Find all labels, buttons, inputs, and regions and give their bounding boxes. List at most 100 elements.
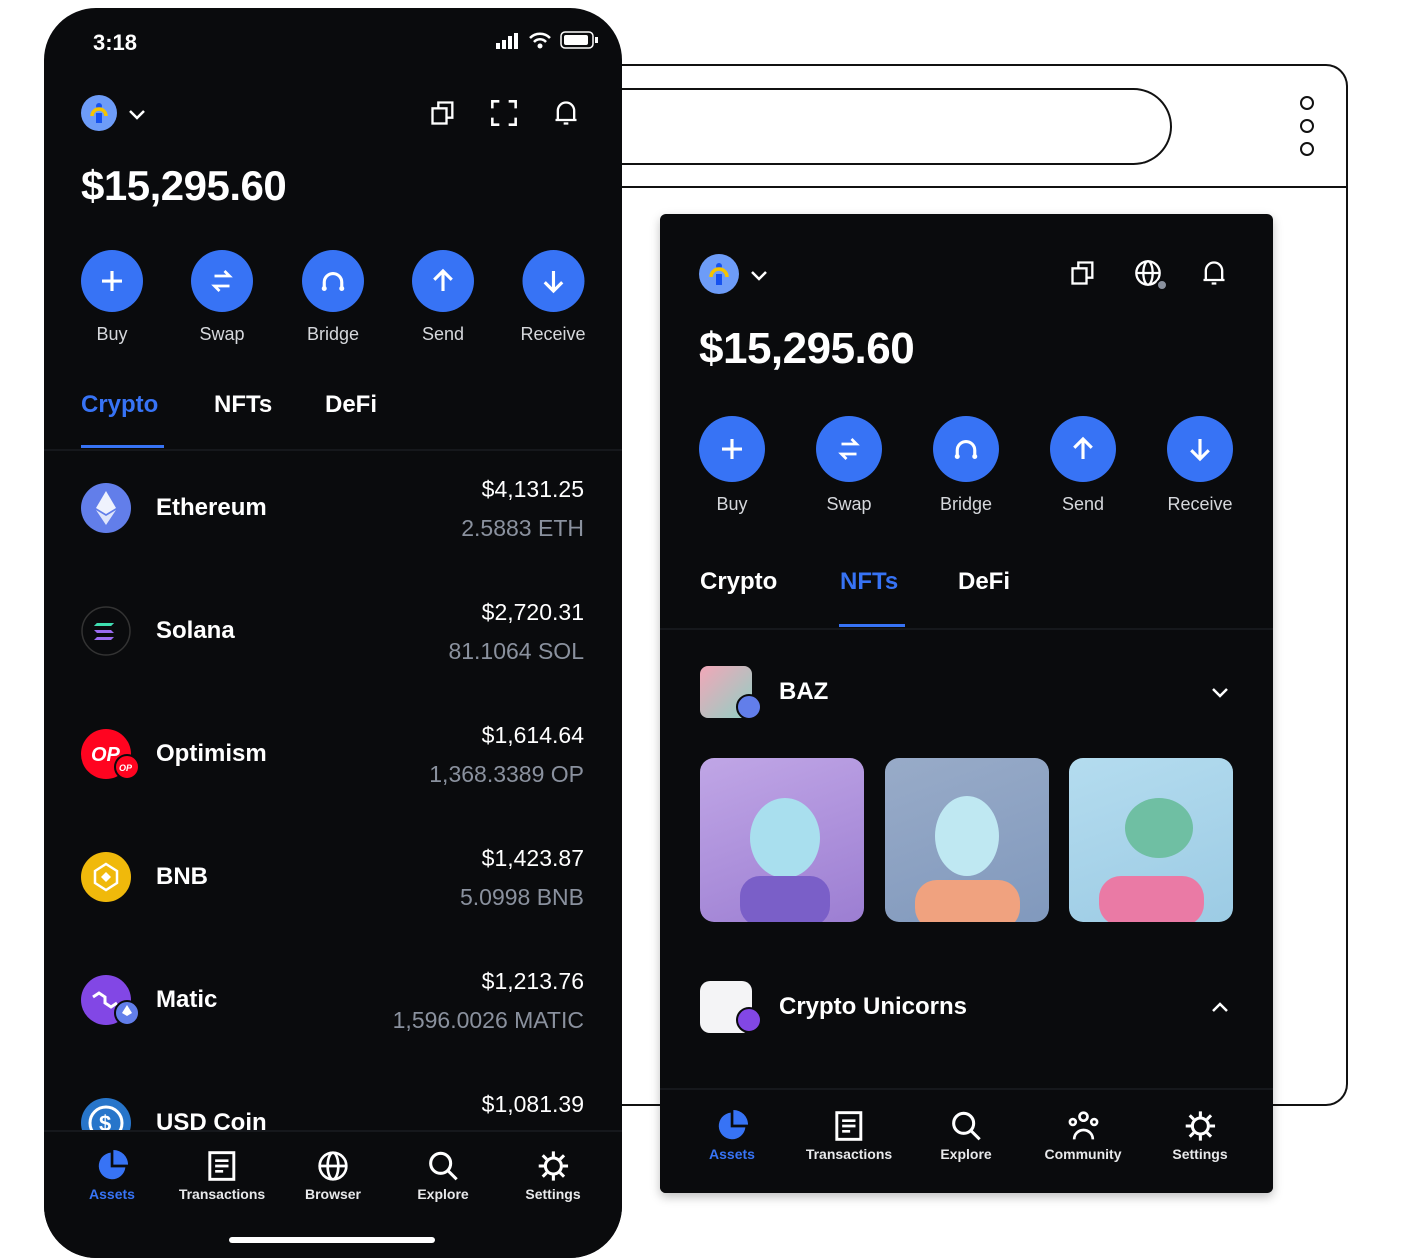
send-button[interactable]: Send [412, 250, 474, 345]
collection-name[interactable]: Crypto Unicorns [779, 993, 968, 1020]
globe-icon[interactable] [1134, 259, 1162, 287]
globe-icon [305, 1150, 361, 1182]
wifi-icon [528, 30, 552, 50]
arrow-up-icon [412, 250, 474, 312]
extension-wallet: $15,295.60 Buy Swap Bridge Send Receive Cryp… [660, 214, 1273, 1193]
asset-amount: 81.1064 SOL [448, 638, 584, 664]
tab-crypto[interactable]: Crypto [700, 568, 778, 595]
swap-button[interactable]: Swap [191, 250, 253, 345]
browser-label: Browser [304, 1186, 362, 1202]
avatar[interactable] [81, 95, 117, 131]
matic-icon [81, 975, 140, 1026]
svg-text:$: $ [99, 1111, 111, 1136]
settings-label: Settings [1172, 1146, 1228, 1162]
asset-row[interactable]: $ USD Coin $1,081.39 [44, 1073, 622, 1173]
browser-menu-icon[interactable] [1300, 96, 1314, 110]
chevron-down-icon[interactable] [127, 108, 147, 122]
browser-address-bar[interactable] [600, 88, 1172, 165]
nav-settings[interactable]: Settings [525, 1150, 581, 1202]
nft-tile[interactable] [700, 758, 864, 922]
buy-label: Buy [96, 324, 128, 344]
nav-explore[interactable]: Explore [417, 1150, 469, 1202]
asset-row[interactable]: Matic $1,213.76 1,596.0026 MATIC [44, 950, 622, 1050]
tab-crypto[interactable]: Crypto [81, 391, 159, 418]
asset-value-group: $1,423.87 5.0998 BNB [460, 845, 584, 911]
tab-defi[interactable]: DeFi [325, 391, 378, 418]
bell-icon[interactable] [552, 99, 580, 127]
bell-icon[interactable] [1200, 259, 1228, 287]
asset-value-group: $1,614.64 1,368.3389 OP [429, 722, 584, 788]
settings-label: Settings [525, 1186, 581, 1202]
bridge-icon [302, 250, 364, 312]
explore-label: Explore [940, 1146, 992, 1162]
swap-label: Swap [826, 494, 872, 514]
svg-text:OP: OP [119, 763, 133, 773]
swap-button[interactable]: Swap [816, 416, 882, 515]
chevron-up-icon[interactable] [1210, 1000, 1230, 1014]
search-icon [417, 1150, 468, 1182]
signal-icon [494, 32, 522, 50]
community-label: Community [1044, 1146, 1122, 1162]
nft-tile[interactable] [1069, 758, 1233, 922]
nav-transactions[interactable]: Transactions [179, 1150, 265, 1202]
ethereum-icon [736, 694, 762, 720]
bridge-button[interactable]: Bridge [302, 250, 364, 345]
asset-amount: 5.0998 BNB [459, 884, 584, 910]
asset-value-group: $1,081.39 [482, 1091, 584, 1118]
asset-row[interactable]: OP OP Optimism $1,614.64 1,368.3389 OP [44, 704, 622, 804]
divider [44, 449, 622, 451]
buy-button[interactable]: Buy [699, 416, 765, 515]
browser-menu-icon[interactable] [1300, 119, 1314, 133]
nav-transactions[interactable]: Transactions [806, 1110, 892, 1162]
receive-label: Receive [1167, 494, 1233, 514]
receipt-icon [806, 1110, 892, 1142]
send-label: Send [421, 324, 465, 344]
asset-value-group: $2,720.31 81.1064 SOL [448, 599, 584, 665]
total-balance: $15,295.60 [81, 162, 287, 209]
tab-nfts[interactable]: NFTs [840, 568, 899, 595]
chevron-down-icon[interactable] [1210, 686, 1230, 700]
transactions-label: Transactions [805, 1146, 893, 1162]
arrow-down-icon [1167, 416, 1233, 482]
nav-assets[interactable]: Assets [709, 1110, 755, 1162]
receive-button[interactable]: Receive [520, 250, 586, 345]
nav-explore[interactable]: Explore [940, 1110, 992, 1162]
asset-name: BNB [156, 863, 208, 890]
bridge-label: Bridge [939, 494, 993, 514]
buy-label: Buy [716, 494, 748, 514]
asset-value: $4,131.25 [481, 476, 584, 502]
plus-icon [699, 416, 765, 482]
tab-nfts[interactable]: NFTs [214, 391, 273, 418]
browser-menu-icon[interactable] [1300, 142, 1314, 156]
nav-browser[interactable]: Browser [305, 1150, 361, 1202]
chevron-down-icon[interactable] [749, 269, 769, 283]
asset-row[interactable]: Solana $2,720.31 81.1064 SOL [44, 581, 622, 681]
pie-chart-icon [89, 1150, 135, 1182]
scan-icon[interactable] [490, 99, 518, 127]
battery-icon [560, 30, 600, 50]
bridge-button[interactable]: Bridge [933, 416, 999, 515]
receive-button[interactable]: Receive [1167, 416, 1233, 515]
collection-name[interactable]: BAZ [779, 678, 829, 705]
avatar[interactable] [699, 254, 739, 294]
assets-label: Assets [89, 1186, 135, 1202]
asset-value: $1,423.87 [481, 845, 584, 871]
bridge-icon [933, 416, 999, 482]
nft-tile[interactable] [885, 758, 1049, 922]
copy-icon[interactable] [429, 99, 457, 127]
send-button[interactable]: Send [1050, 416, 1116, 515]
buy-button[interactable]: Buy [81, 250, 143, 345]
swap-icon [816, 416, 882, 482]
assets-label: Assets [709, 1146, 755, 1162]
tab-defi[interactable]: DeFi [958, 568, 1011, 595]
mobile-wallet: 3:18 $15,295.60 Buy Swap Bridge Send Receive… [44, 8, 622, 1258]
asset-row[interactable]: BNB $1,423.87 5.0998 BNB [44, 827, 622, 927]
nav-settings[interactable]: Settings [1172, 1110, 1228, 1162]
nav-assets[interactable]: Assets [89, 1150, 135, 1202]
matic-icon [736, 1007, 762, 1033]
solana-icon [81, 606, 131, 656]
bridge-label: Bridge [306, 324, 360, 344]
nav-community[interactable]: Community [1045, 1110, 1122, 1162]
asset-row[interactable]: Ethereum $4,131.25 2.5883 ETH [44, 458, 622, 558]
copy-icon[interactable] [1069, 259, 1097, 287]
